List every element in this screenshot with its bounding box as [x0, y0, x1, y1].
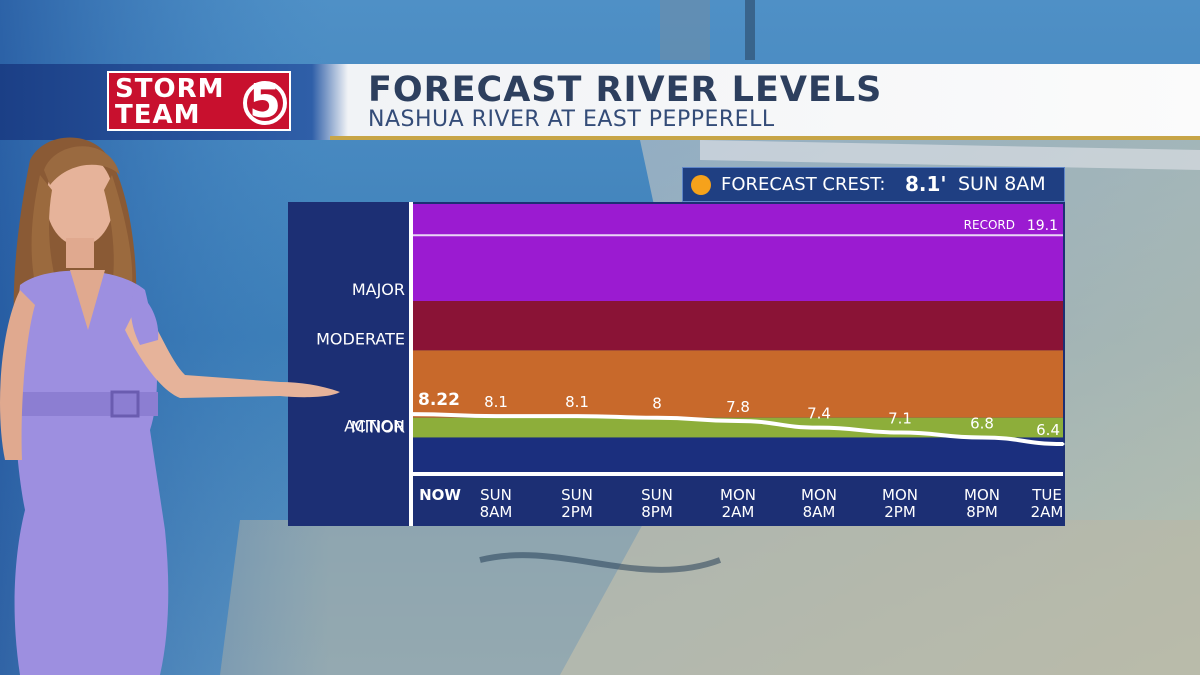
stage-label-major: MAJOR — [352, 280, 405, 299]
stage-band-minor — [413, 350, 1063, 418]
forecast-crest-banner: FORECAST CREST: 8.1' SUN 8AM — [682, 167, 1065, 202]
x-tick-label-3-0: SUN — [641, 486, 673, 504]
crest-dot-icon — [691, 175, 711, 195]
stage-band-moderate — [413, 301, 1063, 351]
logo-text-storm: STORM — [115, 74, 225, 104]
x-tick-label-1-0: SUN — [480, 486, 512, 504]
x-tick-label-1-1: 8AM — [480, 503, 513, 521]
logo-number: 5 — [248, 74, 281, 128]
value-label-7: 6.8 — [970, 414, 994, 432]
x-tick-label-0-0: NOW — [419, 486, 461, 504]
value-label-8: 6.4 — [1036, 421, 1060, 439]
x-tick-label-4-0: MON — [720, 486, 756, 504]
page-title: FORECAST RIVER LEVELS — [368, 70, 883, 110]
data-point-8 — [1061, 442, 1065, 446]
data-point-3 — [655, 416, 659, 420]
value-labels: 8.22 8.1 8.1 8 7.8 7.4 7.1 6.8 6.4 — [418, 390, 1060, 439]
stage-label-minor: MINOR — [351, 418, 405, 437]
stage-label-moderate: MODERATE — [316, 329, 405, 348]
presenter-figure — [0, 137, 340, 675]
x-tick-labels: NOW SUN8AMSUN2PMSUN8PMMON2AMMON8AMMON2PMM… — [419, 486, 1063, 521]
value-label-1: 8.1 — [484, 393, 508, 411]
x-tick-label-5-1: 8AM — [803, 503, 836, 521]
x-axis-line — [413, 472, 1063, 476]
data-point-1 — [494, 414, 498, 418]
crest-value: 8.1' — [905, 172, 947, 196]
stage-band-below-action — [413, 437, 1063, 472]
stage-label-action: ACTION — [344, 416, 405, 435]
logo-circle — [243, 81, 287, 125]
storm-team-5-logo: STORM TEAM 5 — [107, 71, 291, 131]
data-point-5 — [817, 426, 821, 430]
data-point-0 — [411, 412, 415, 416]
crest-label: FORECAST CREST: — [721, 174, 886, 195]
record-label: RECORD — [964, 218, 1015, 232]
x-tick-label-3-1: 8PM — [641, 503, 673, 521]
x-tick-label-7-0: MON — [964, 486, 1000, 504]
x-tick-label-5-0: MON — [801, 486, 837, 504]
stage-band-major — [413, 204, 1063, 302]
data-point-6 — [898, 431, 902, 435]
value-label-4: 7.8 — [726, 398, 750, 416]
x-tick-label-6-1: 2PM — [884, 503, 916, 521]
chart-axes — [409, 202, 413, 526]
value-label-5: 7.4 — [807, 405, 831, 423]
x-tick-label-8-0: TUE — [1031, 486, 1062, 504]
logo-text-team: TEAM — [115, 100, 201, 130]
data-point-7 — [980, 435, 984, 439]
x-tick-label-7-1: 8PM — [966, 503, 998, 521]
x-tick-label-4-1: 2AM — [722, 503, 755, 521]
data-point-2 — [575, 414, 579, 418]
x-tick-label-2-0: SUN — [561, 486, 593, 504]
value-label-2: 8.1 — [565, 393, 589, 411]
record-value: 19.1 — [1027, 218, 1058, 234]
x-tick-label-6-0: MON — [882, 486, 918, 504]
crest-time: SUN 8AM — [958, 173, 1046, 195]
x-tick-label-2-1: 2PM — [561, 503, 593, 521]
value-label-6: 7.1 — [888, 410, 912, 428]
value-label-0: 8.22 — [418, 390, 460, 410]
record-line-group: RECORD 19.1 — [413, 218, 1063, 237]
page-subtitle: NASHUA RIVER AT EAST PEPPERELL — [368, 107, 775, 132]
stage-bands — [413, 204, 1063, 476]
data-point-4 — [736, 419, 740, 423]
header-accent-line — [330, 136, 1200, 140]
x-tick-label-8-1: 2AM — [1031, 503, 1064, 521]
y-axis-line — [409, 202, 413, 526]
value-label-3: 8 — [652, 395, 662, 413]
series-level — [411, 412, 1065, 447]
